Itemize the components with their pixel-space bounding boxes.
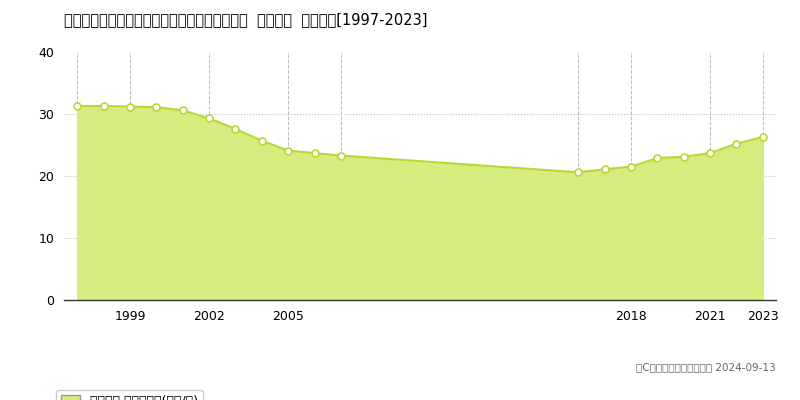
Legend: 地価公示 平均坪単価(万円/坪): 地価公示 平均坪単価(万円/坪) xyxy=(56,390,202,400)
Text: 広島県広島市安佐北区亀山１丁目７９４番１外  地価公示  地価推移[1997-2023]: 広島県広島市安佐北区亀山１丁目７９４番１外 地価公示 地価推移[1997-202… xyxy=(64,12,427,27)
Text: （C）土地価格ドットコム 2024-09-13: （C）土地価格ドットコム 2024-09-13 xyxy=(636,362,776,372)
